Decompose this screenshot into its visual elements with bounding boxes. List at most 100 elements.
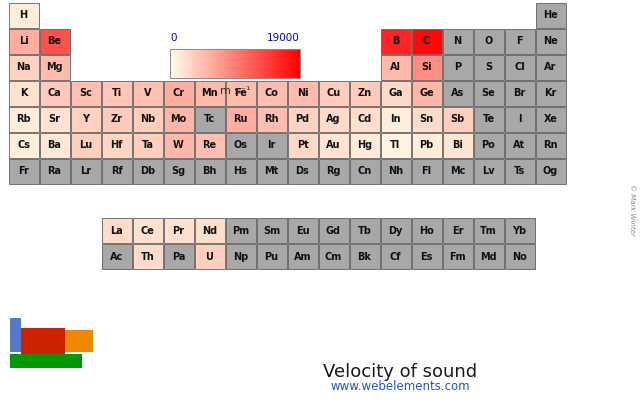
Text: Rf: Rf [111,166,122,176]
Bar [250,49,252,78]
Text: Eu: Eu [296,226,309,236]
Bar [179,49,180,78]
Bar [187,49,188,78]
Text: Ds: Ds [296,166,309,176]
Bar [442,28,472,54]
Bar [40,28,70,54]
Bar [234,49,235,78]
Bar [203,49,204,78]
Bar [257,106,287,132]
Bar [40,80,70,106]
Bar [474,106,504,132]
Text: Md: Md [480,252,497,262]
Bar [536,158,566,184]
Bar [248,49,249,78]
Bar [195,132,225,158]
Bar [163,132,193,158]
Bar [188,49,189,78]
Bar [208,49,209,78]
Bar [412,244,442,269]
Bar [239,49,241,78]
Bar [236,49,237,78]
Bar [298,49,300,78]
Bar [292,49,293,78]
Bar [184,49,185,78]
Text: Rb: Rb [16,114,31,124]
Text: Hs: Hs [234,166,248,176]
Bar [287,158,317,184]
Bar [223,49,224,78]
Bar [163,158,193,184]
Bar [189,49,190,78]
Bar [211,49,212,78]
Bar [287,244,317,269]
Bar [412,54,442,80]
Bar [412,218,442,243]
Text: Al: Al [390,62,401,72]
Bar [319,80,349,106]
Bar [40,158,70,184]
Bar [209,49,210,78]
Bar [253,49,254,78]
Bar [178,49,179,78]
Bar [273,49,274,78]
Bar [474,54,504,80]
Bar [292,49,293,78]
Bar [266,49,267,78]
Bar [213,49,214,78]
Bar [243,49,244,78]
Bar [249,49,250,78]
Text: Pr: Pr [173,226,184,236]
Bar [272,49,273,78]
Bar [287,49,288,78]
Bar [227,49,228,78]
Bar [250,49,251,78]
Bar [257,49,258,78]
Bar [349,158,380,184]
Text: Ni: Ni [297,88,308,98]
Bar [504,106,534,132]
Bar [246,49,248,78]
Text: He: He [543,10,558,20]
Bar [290,49,291,78]
Bar [102,158,131,184]
Bar [293,49,294,78]
Bar [248,49,249,78]
Bar [184,49,185,78]
Text: Ca: Ca [47,88,61,98]
Bar [207,49,209,78]
Bar [180,49,181,78]
Text: Nh: Nh [388,166,403,176]
Text: Rn: Rn [543,140,557,150]
Bar [246,49,247,78]
Bar [282,49,284,78]
Text: Sb: Sb [451,114,465,124]
Bar [504,244,534,269]
Bar [231,49,232,78]
Bar [278,49,280,78]
Text: Db: Db [140,166,155,176]
Text: Cf: Cf [390,252,401,262]
Bar [381,106,410,132]
Text: Cn: Cn [357,166,372,176]
Bar [185,49,186,78]
Text: K: K [20,88,28,98]
Text: Mn: Mn [201,88,218,98]
Text: Rg: Rg [326,166,340,176]
Bar [206,49,207,78]
Text: Fm: Fm [449,252,466,262]
Text: Dy: Dy [388,226,403,236]
Bar [412,132,442,158]
Bar [10,354,82,368]
Bar [504,80,534,106]
Text: Xe: Xe [543,114,557,124]
Text: Hf: Hf [110,140,123,150]
Text: Te: Te [483,114,495,124]
Text: Gd: Gd [326,226,341,236]
Bar [257,218,287,243]
Bar [281,49,282,78]
Bar [269,49,270,78]
Bar [8,106,38,132]
Text: Kr: Kr [544,88,557,98]
Bar [172,49,173,78]
